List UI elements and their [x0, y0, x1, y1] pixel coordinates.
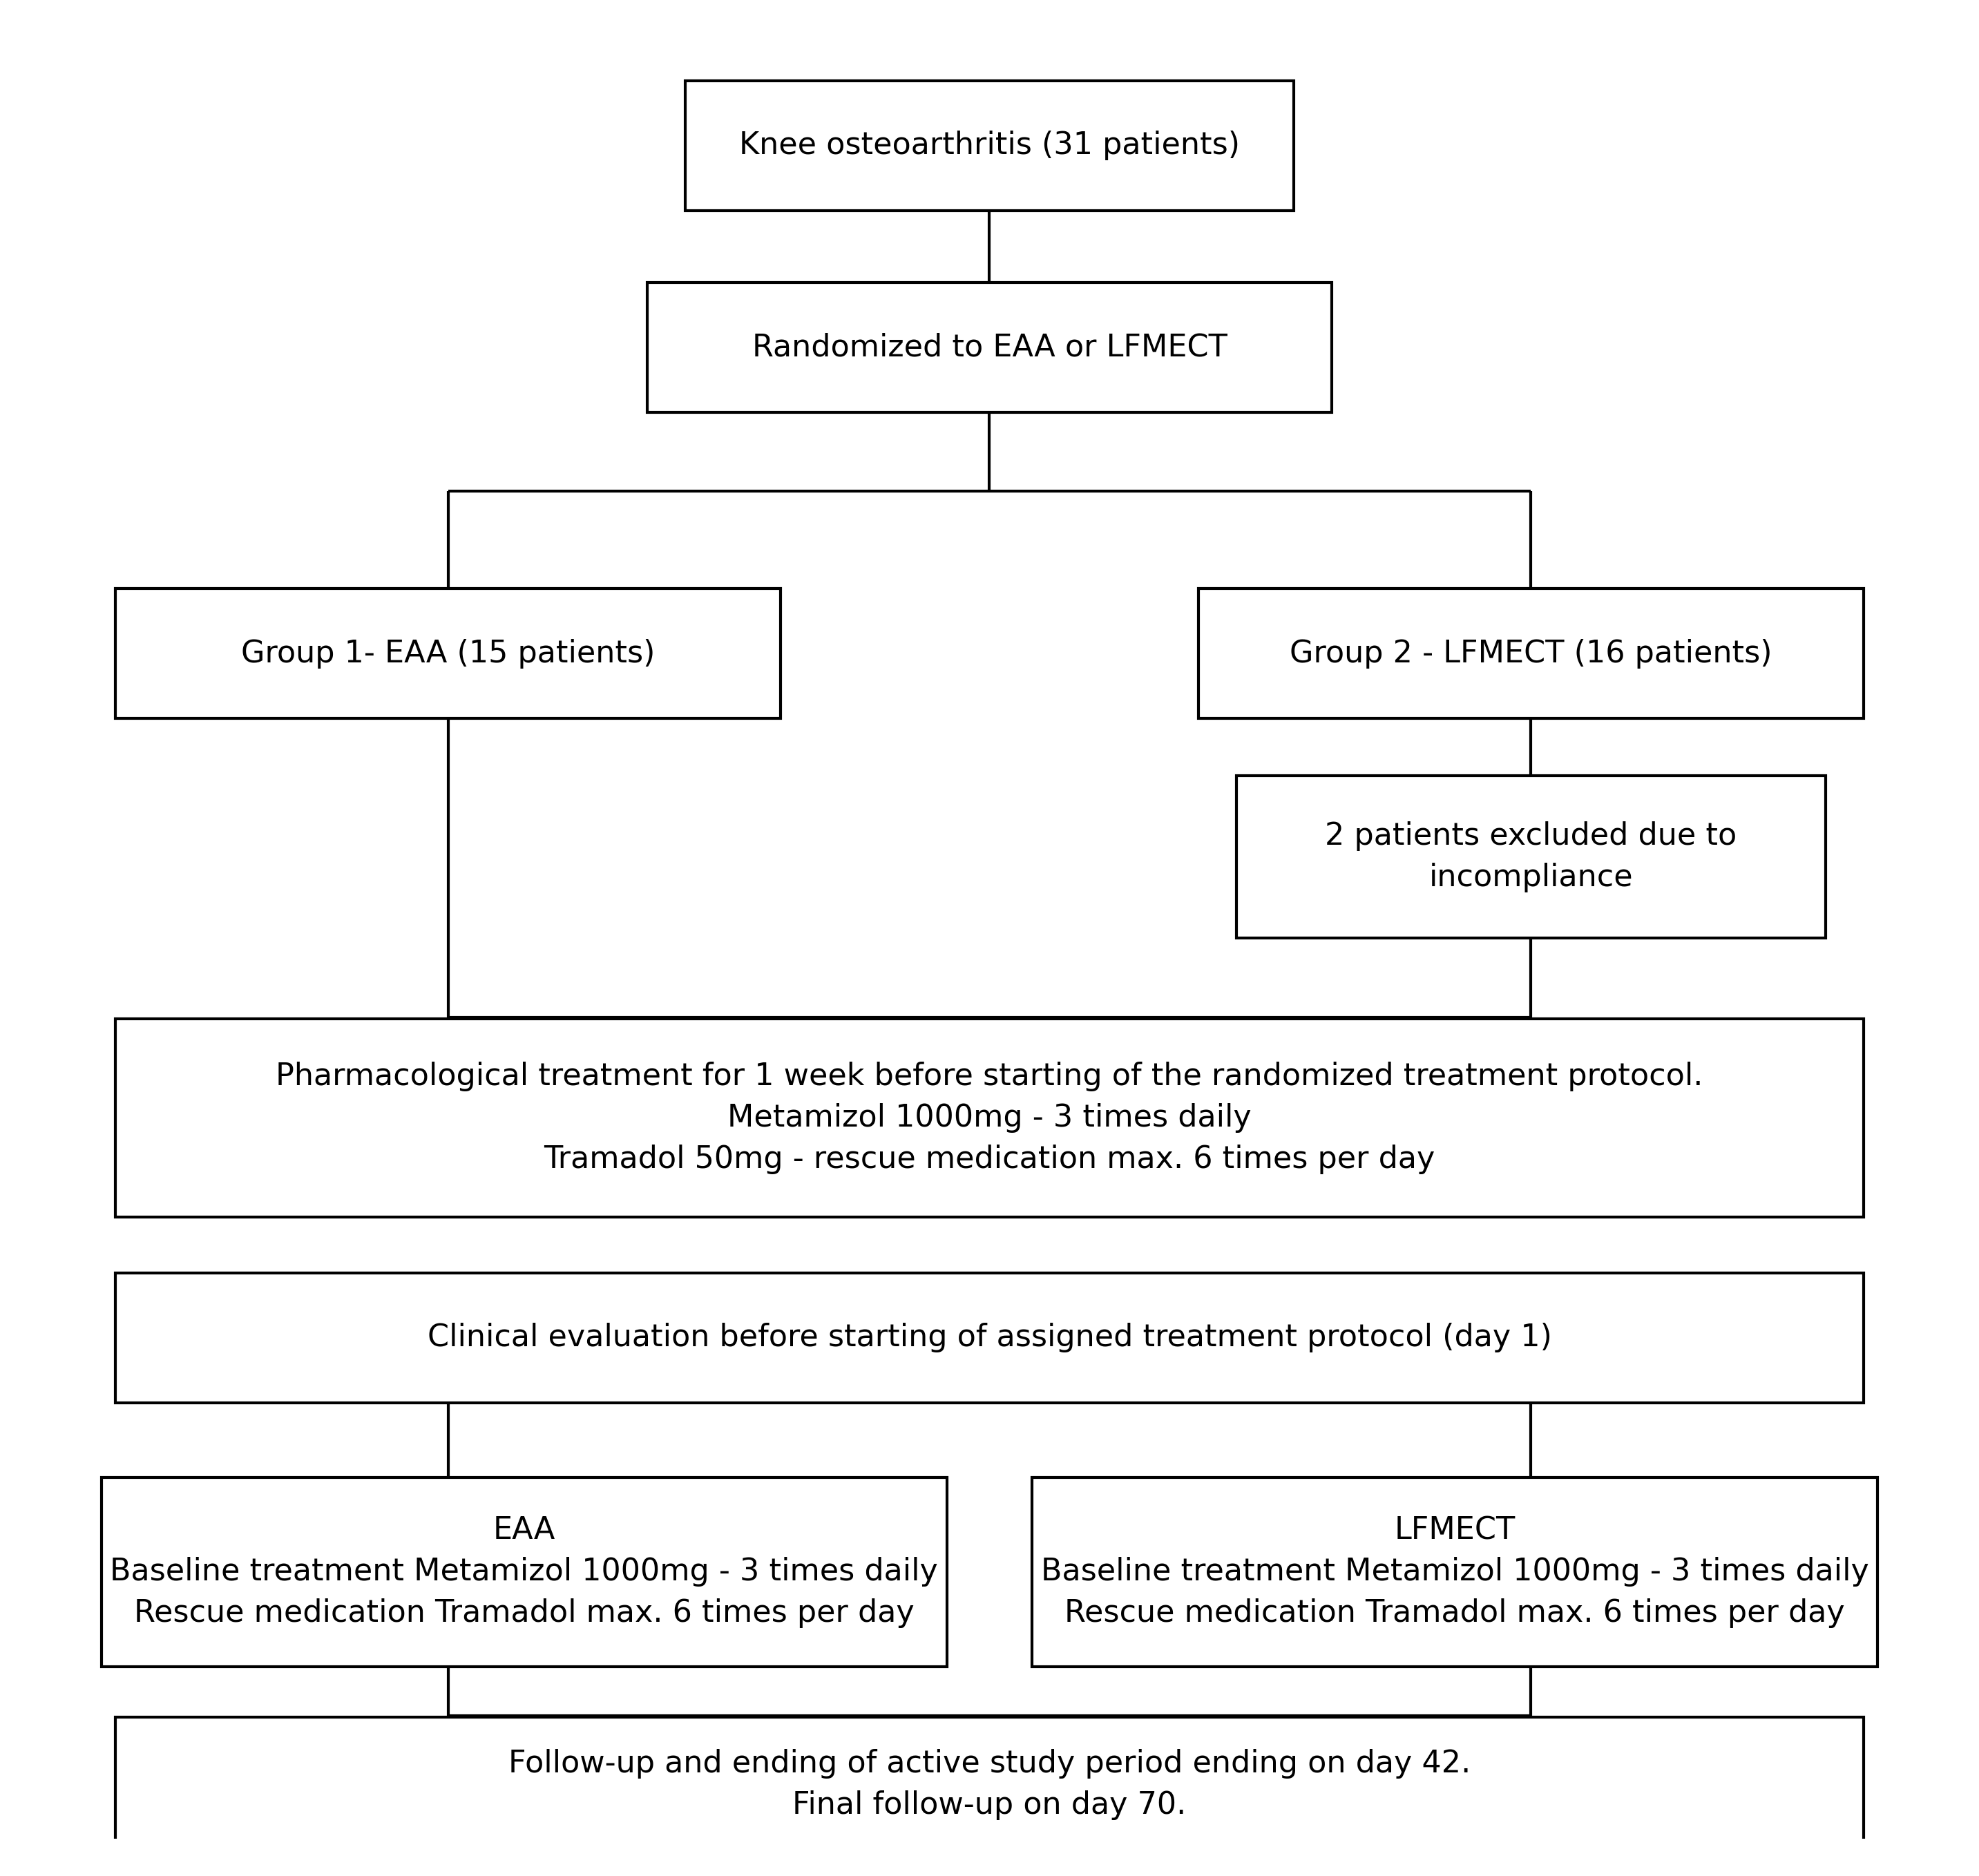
- FancyBboxPatch shape: [115, 1717, 1864, 1852]
- FancyBboxPatch shape: [647, 283, 1332, 413]
- FancyBboxPatch shape: [1237, 777, 1825, 938]
- Text: EAA
Baseline treatment Metamizol 1000mg - 3 times daily
Rescue medication Tramad: EAA Baseline treatment Metamizol 1000mg …: [111, 1516, 938, 1628]
- Text: Group 1- EAA (15 patients): Group 1- EAA (15 patients): [241, 638, 655, 668]
- FancyBboxPatch shape: [115, 1019, 1864, 1218]
- Text: Group 2 - LFMECT (16 patients): Group 2 - LFMECT (16 patients): [1290, 638, 1773, 668]
- FancyBboxPatch shape: [1199, 589, 1864, 719]
- Text: Pharmacological treatment for 1 week before starting of the randomized treatment: Pharmacological treatment for 1 week bef…: [275, 1062, 1704, 1174]
- Text: 2 patients excluded due to
incompliance: 2 patients excluded due to incompliance: [1326, 822, 1738, 893]
- FancyBboxPatch shape: [1033, 1478, 1878, 1666]
- Text: LFMECT
Baseline treatment Metamizol 1000mg - 3 times daily
Rescue medication Tra: LFMECT Baseline treatment Metamizol 1000…: [1041, 1516, 1868, 1628]
- Text: Clinical evaluation before starting of assigned treatment protocol (day 1): Clinical evaluation before starting of a…: [427, 1323, 1552, 1353]
- FancyBboxPatch shape: [101, 1478, 946, 1666]
- Text: Follow-up and ending of active study period ending on day 42.
Final follow-up on: Follow-up and ending of active study per…: [509, 1748, 1470, 1820]
- FancyBboxPatch shape: [115, 1274, 1864, 1403]
- FancyBboxPatch shape: [685, 81, 1294, 210]
- Text: Randomized to EAA or LFMECT: Randomized to EAA or LFMECT: [752, 332, 1227, 362]
- FancyBboxPatch shape: [115, 589, 780, 719]
- Text: Knee osteoarthritis (31 patients): Knee osteoarthritis (31 patients): [738, 131, 1241, 161]
